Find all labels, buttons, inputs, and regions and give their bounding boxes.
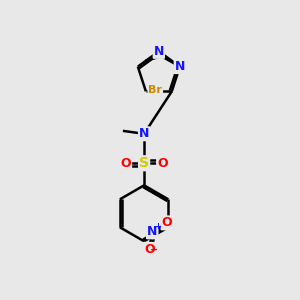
Text: Br: Br — [148, 85, 162, 95]
Text: −: − — [150, 244, 159, 254]
Text: O: O — [144, 243, 154, 256]
Text: O: O — [162, 216, 172, 230]
Text: N: N — [147, 225, 157, 238]
Text: O: O — [121, 157, 131, 170]
Text: N: N — [139, 127, 149, 140]
Text: +: + — [154, 222, 161, 231]
Text: N: N — [175, 60, 185, 73]
Text: N: N — [147, 225, 157, 238]
Text: O: O — [157, 157, 168, 170]
Text: N: N — [154, 45, 164, 58]
Text: S: S — [139, 156, 149, 170]
